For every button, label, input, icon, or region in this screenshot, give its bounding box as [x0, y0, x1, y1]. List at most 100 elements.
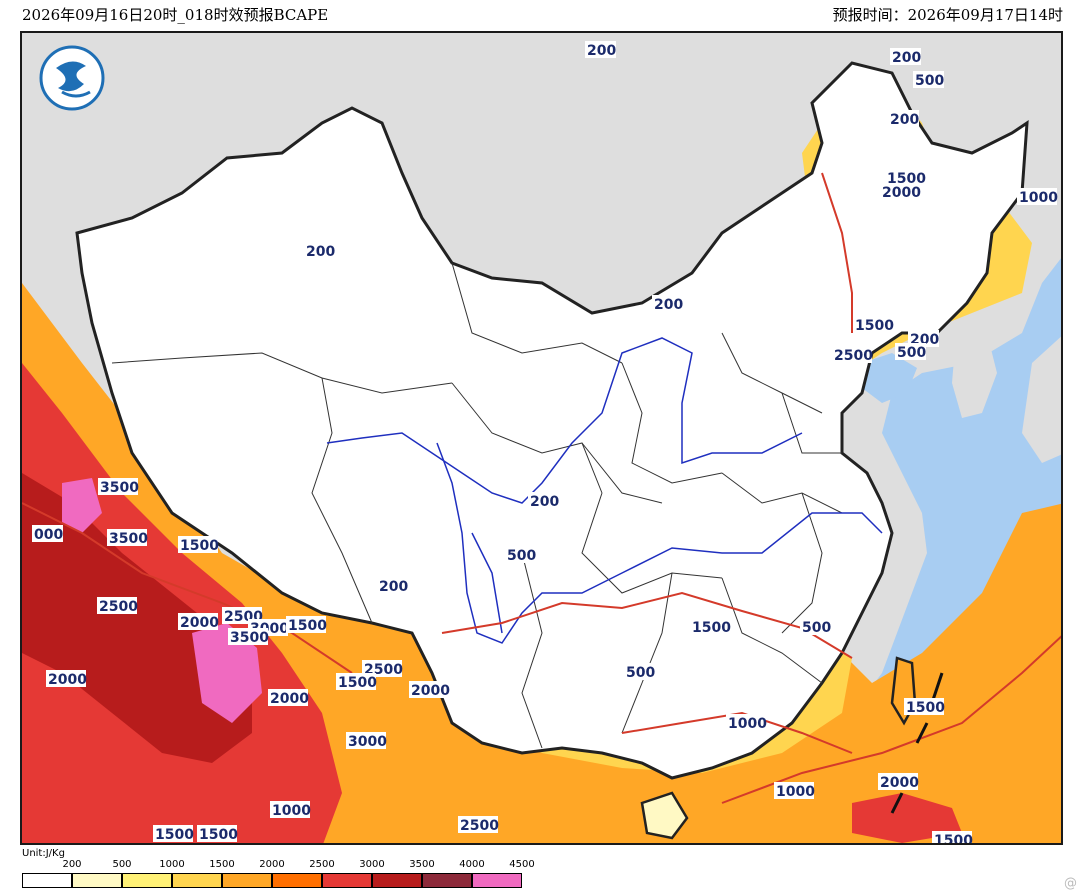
contour-label-text: 1500: [199, 827, 238, 843]
contour-label-text: 500: [802, 620, 831, 636]
contour-label: 1500: [932, 831, 973, 845]
contour-label-text: 3500: [230, 630, 269, 646]
legend-swatch: [72, 873, 122, 888]
map-frame[interactable]: 200 200 500 200 1500 2000 1000 200 200 1500 200 250…: [20, 31, 1063, 845]
contour-label-text: 2000: [411, 683, 450, 699]
contour-label-text: 2000: [180, 615, 219, 631]
legend-swatch: [422, 873, 472, 888]
contour-label: 200: [528, 492, 559, 510]
contour-label: 2500: [97, 597, 138, 615]
contour-label-text: 1500: [906, 700, 945, 716]
cma-logo-icon: [39, 45, 105, 111]
contour-label: 200: [652, 295, 683, 313]
cape-contours: [22, 172, 1061, 804]
contour-label-text: 200: [306, 244, 335, 260]
color-legend: 200 500 1000 1500 2000 2500 3000 3500 4000 4500: [22, 859, 535, 889]
contour-label-text: 1500: [288, 618, 327, 634]
legend-swatch: [272, 873, 322, 888]
contour-label: 3500: [228, 628, 269, 646]
contour-label-text: 500: [626, 665, 655, 681]
contour-label: 2000: [880, 183, 921, 201]
contour-label: 1500: [904, 698, 945, 716]
japan-land: [1022, 336, 1061, 463]
contour-label: 000: [32, 525, 63, 543]
contour-label-text: 500: [897, 345, 926, 361]
contour-label-text: 2000: [48, 672, 87, 688]
contour-label: 500: [624, 663, 655, 681]
contour-label: 2500: [458, 816, 499, 834]
contour-label: 3000: [346, 732, 387, 750]
contour-label-text: 1000: [272, 803, 311, 819]
contour-label-text: 1500: [338, 675, 377, 691]
contour-label-text: 1500: [855, 318, 894, 334]
contour-label: 1500: [178, 536, 219, 554]
korea-land: [952, 323, 997, 418]
legend-tick-label: 500: [112, 859, 132, 870]
contour-label-text: 1500: [692, 620, 731, 636]
legend-tick-label: 2500: [309, 859, 335, 870]
legend-swatch: [122, 873, 172, 888]
contour-label: 2500: [832, 346, 873, 364]
contour-label-text: 3000: [348, 734, 387, 750]
contour-label-text: 500: [915, 73, 944, 89]
contour-label: 1000: [774, 782, 815, 800]
contour-label-text: 3500: [100, 480, 139, 496]
legend-tick-label: 1500: [209, 859, 235, 870]
legend-swatch: [22, 873, 72, 888]
contour-label-text: 200: [530, 494, 559, 510]
contour-label: 2000: [46, 670, 87, 688]
contour-label: 200: [304, 242, 335, 260]
contour-label-text: 1000: [776, 784, 815, 800]
contour-label: 500: [913, 71, 944, 89]
bcape-map[interactable]: 200 200 500 200 1500 2000 1000 200 200 1500 200 250…: [22, 33, 1063, 845]
legend-unit: Unit:J/Kg: [22, 848, 65, 859]
cape-region-sea-red: [852, 793, 962, 843]
contour-label-text: 500: [507, 548, 536, 564]
legend-tick-label: 2000: [259, 859, 285, 870]
contour-label-text: 1500: [934, 833, 973, 845]
contour-label-text: 200: [892, 50, 921, 66]
legend-tick-label: 1000: [159, 859, 185, 870]
contour-label: 500: [895, 343, 926, 361]
contour-label: 1000: [1017, 188, 1058, 206]
map-title: 2026年09月16日20时_018时效预报BCAPE: [22, 6, 329, 24]
contour-labels: 200 200 500 200 1500 2000 1000 200 200 1500 200 250…: [32, 41, 1058, 845]
legend-tick-label: 4000: [459, 859, 485, 870]
contour-label: 1500: [286, 616, 327, 634]
watermark: @: [1064, 876, 1077, 891]
contour-label-text: 000: [34, 527, 63, 543]
legend-tick-label: 3000: [359, 859, 385, 870]
contour-label-text: 1000: [1019, 190, 1058, 206]
contour-label: 2000: [268, 689, 309, 707]
province-borders: [111, 262, 843, 749]
contour-label: 1500: [153, 825, 194, 843]
forecast-time: 预报时间：2026年09月17日14时: [832, 6, 1063, 24]
cape-region-west-dark: [22, 473, 252, 763]
contour-label-text: 200: [654, 297, 683, 313]
contour-label: 2000: [409, 681, 450, 699]
contour-label-text: 200: [587, 43, 616, 59]
contour-label: 1500: [197, 825, 238, 843]
contour-label-text: 200: [890, 112, 919, 128]
contour-label: 500: [800, 618, 831, 636]
contour-label-text: 2500: [99, 599, 138, 615]
cape-region-west-pink: [192, 623, 262, 723]
legend-tick-label: 200: [62, 859, 82, 870]
contour-label: 1500: [690, 618, 731, 636]
contour-label-text: 1500: [155, 827, 194, 843]
contour-label: 1000: [726, 714, 767, 732]
contour-label: 1500: [336, 673, 377, 691]
contour-label-text: 2000: [270, 691, 309, 707]
legend-swatch: [172, 873, 222, 888]
bohai-sea: [862, 353, 917, 403]
legend-swatch: [472, 873, 522, 888]
contour-label: 200: [888, 110, 919, 128]
contour-label-text: 2500: [460, 818, 499, 834]
legend-tick-label: 4500: [509, 859, 535, 870]
contour-label: 1500: [853, 316, 894, 334]
legend-swatch: [372, 873, 422, 888]
contour-label: 3500: [98, 478, 139, 496]
contour-label-text: 2000: [880, 775, 919, 791]
contour-label-text: 2000: [882, 185, 921, 201]
contour-label: 200: [377, 577, 408, 595]
